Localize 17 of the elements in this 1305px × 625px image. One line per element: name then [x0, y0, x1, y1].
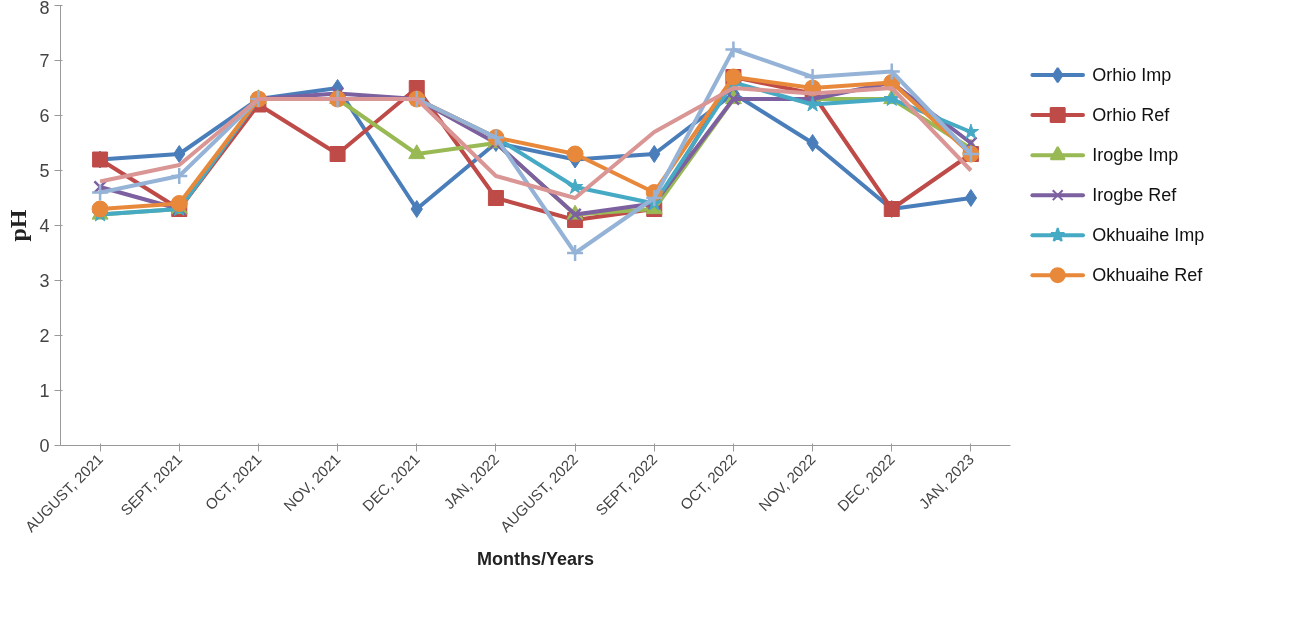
legend-label: Okhuaihe Ref — [1092, 265, 1204, 286]
y-axis-title: pH — [5, 209, 32, 242]
y-tick-label: 6 — [39, 106, 50, 126]
legend-label: Okhuaihe Imp — [1092, 225, 1205, 246]
y-tick-label: 4 — [39, 216, 50, 236]
legend-label: Irogbe Imp — [1092, 145, 1179, 166]
y-tick-label: 5 — [39, 161, 50, 181]
legend-label: Orhio Imp — [1092, 65, 1172, 86]
y-tick-label: 2 — [39, 326, 50, 346]
legend-label: Irogbe Ref — [1092, 185, 1178, 206]
legend-label: Orhio Ref — [1092, 105, 1171, 126]
y-tick-label: 0 — [39, 436, 50, 456]
y-tick-label: 1 — [39, 381, 50, 401]
y-tick-label: 7 — [39, 51, 50, 71]
y-tick-label: 3 — [39, 271, 50, 291]
x-axis-title: Months/Years — [476, 549, 595, 570]
y-tick-label: 8 — [39, 0, 50, 18]
